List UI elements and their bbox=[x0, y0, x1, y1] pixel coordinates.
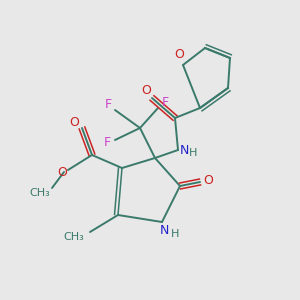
Text: F: F bbox=[161, 95, 169, 109]
Text: N: N bbox=[159, 224, 169, 236]
Text: H: H bbox=[171, 229, 179, 239]
Text: O: O bbox=[141, 83, 151, 97]
Text: H: H bbox=[189, 148, 197, 158]
Text: F: F bbox=[103, 136, 111, 148]
Text: F: F bbox=[104, 98, 112, 110]
Text: CH₃: CH₃ bbox=[64, 232, 84, 242]
Text: O: O bbox=[203, 173, 213, 187]
Text: CH₃: CH₃ bbox=[30, 188, 50, 198]
Text: N: N bbox=[180, 145, 189, 158]
Text: O: O bbox=[57, 167, 67, 179]
Text: O: O bbox=[69, 116, 79, 128]
Text: O: O bbox=[174, 49, 184, 62]
